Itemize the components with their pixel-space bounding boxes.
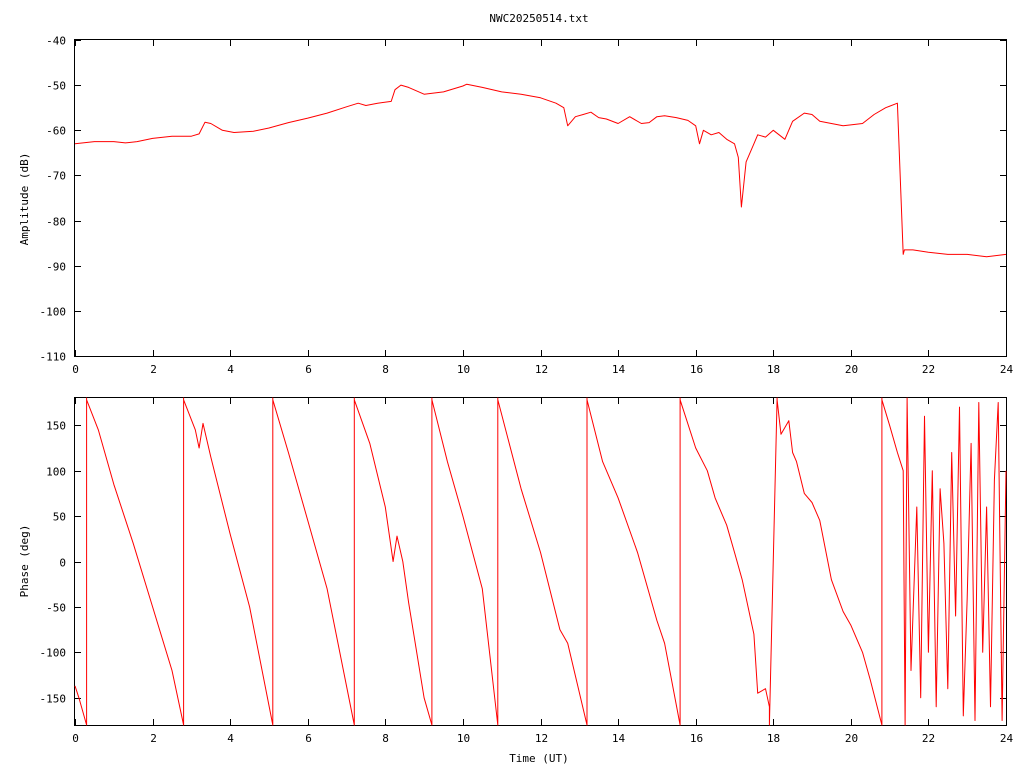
- amplitude-x-tick-label: 12: [535, 363, 548, 376]
- phase-x-tick-label: 20: [845, 732, 858, 745]
- chart-title: NWC20250514.txt: [489, 12, 588, 25]
- amplitude-x-tick-label: 20: [845, 363, 858, 376]
- amplitude-series-line: [74, 83, 1007, 258]
- phase-x-tick-label: 6: [305, 732, 312, 745]
- phase-y-tick-label: -100: [40, 647, 67, 660]
- phase-x-ticks: 0 2 4 6 8 10 12 14 16 18 20 22 24: [72, 398, 1013, 745]
- amplitude-x-tick-label: 2: [150, 363, 157, 376]
- phase-x-tick-label: 10: [457, 732, 470, 745]
- phase-x-tick-label: 4: [227, 732, 234, 745]
- amplitude-x-tick-label: 16: [690, 363, 703, 376]
- amplitude-x-ticks: 0 2 4 6 8 10 12 14 16 18 20 22 24: [72, 40, 1013, 376]
- amplitude-y-tick-label: -40: [46, 35, 66, 48]
- amplitude-x-tick-label: 6: [305, 363, 312, 376]
- phase-y-tick-label: -50: [46, 602, 66, 615]
- amplitude-x-tick-label: 24: [1000, 363, 1014, 376]
- phase-y-ticks: 150 100 50 0 -50 -100 -150: [40, 420, 1006, 706]
- phase-x-tick-label: 14: [612, 732, 626, 745]
- amplitude-x-tick-label: 22: [922, 363, 935, 376]
- time-x-label: Time (UT): [509, 752, 569, 765]
- amplitude-y-label: Amplitude (dB): [18, 153, 31, 246]
- amplitude-x-tick-label: 18: [767, 363, 780, 376]
- amplitude-x-tick-label: 4: [227, 363, 234, 376]
- phase-y-label: Phase (deg): [18, 525, 31, 598]
- phase-y-tick-label: -150: [40, 693, 67, 706]
- phase-y-tick-label: 100: [46, 466, 66, 479]
- amplitude-y-ticks: -40 -50 -60 -70 -80 -90 -100 -110: [40, 35, 1006, 364]
- amplitude-x-tick-label: 14: [612, 363, 626, 376]
- amplitude-y-tick-label: -80: [46, 216, 66, 229]
- phase-x-tick-label: 22: [922, 732, 935, 745]
- phase-y-tick-label: 150: [46, 420, 66, 433]
- amplitude-panel: -40-50-60-70-80-90-100-110 0 2 4 6 8 10 12 14 16…: [18, 35, 1013, 377]
- amplitude-plot-frame: [74, 39, 1007, 357]
- phase-x-tick-label: 24: [1000, 732, 1014, 745]
- phase-y-tick-label: 50: [53, 511, 66, 524]
- amplitude-y-tick-label: -60: [46, 125, 66, 138]
- amplitude-x-tick-label: 0: [72, 363, 79, 376]
- amplitude-x-tick-label: 8: [382, 363, 389, 376]
- phase-x-tick-label: 8: [382, 732, 389, 745]
- phase-x-tick-label: 16: [690, 732, 703, 745]
- phase-x-tick-label: 12: [535, 732, 548, 745]
- phase-x-tick-label: 18: [767, 732, 780, 745]
- phase-plot-frame: [74, 397, 1007, 726]
- amplitude-y-tick-label: -110: [40, 351, 67, 364]
- phase-x-tick-label: 0: [72, 732, 79, 745]
- amplitude-y-tick-label: -90: [46, 261, 66, 274]
- phase-series-line: [74, 397, 1007, 726]
- phase-y-tick-label: 0: [59, 557, 66, 570]
- amplitude-x-tick-label: 10: [457, 363, 470, 376]
- amplitude-y-tick-label: -70: [46, 170, 66, 183]
- phase-x-tick-label: 2: [150, 732, 157, 745]
- amplitude-y-tick-label: -50: [46, 80, 66, 93]
- amplitude-y-tick-label: -100: [40, 306, 67, 319]
